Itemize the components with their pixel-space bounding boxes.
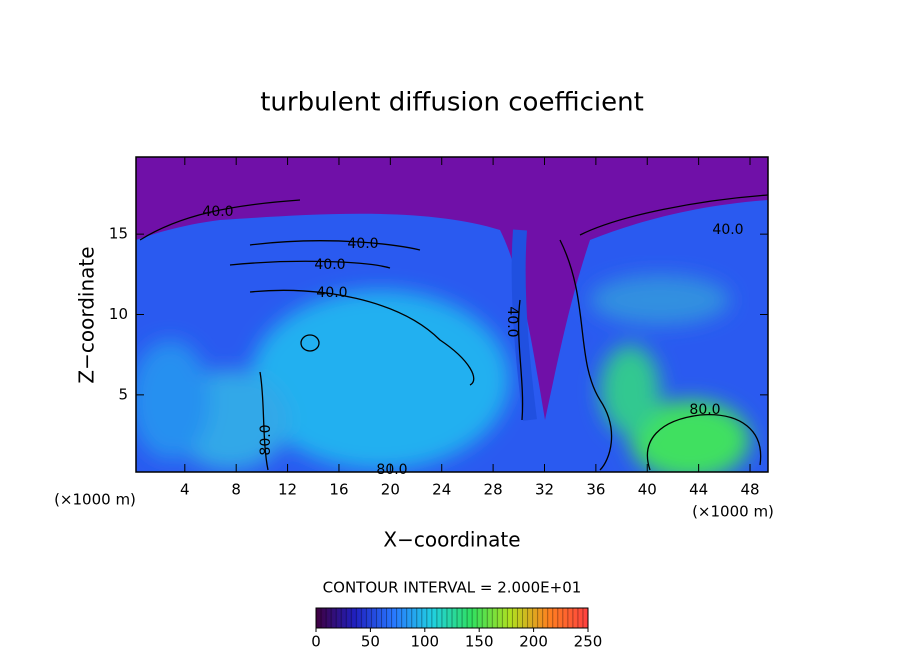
contour-label: 40.0 [314, 257, 345, 273]
colorbar [315, 607, 589, 629]
contour-label: 40.0 [202, 204, 233, 220]
contour-label: 40.0 [316, 285, 347, 301]
contour-label: 80.0 [376, 462, 407, 478]
x-tick-label: 32 [535, 481, 554, 499]
x-tick-label: 36 [586, 481, 605, 499]
contour-label: 80.0 [258, 424, 274, 455]
x-unit-label: (×1000 m) [692, 503, 774, 521]
x-tick-label: 8 [231, 481, 241, 499]
x-tick-label: 28 [484, 481, 503, 499]
x-tick-label: 4 [180, 481, 190, 499]
colorbar-tick-label: 200 [519, 633, 548, 651]
colorbar-tick-label: 50 [361, 633, 380, 651]
colorbar-tick-label: 0 [311, 633, 321, 651]
x-tick-label: 48 [740, 481, 759, 499]
x-tick-label: 44 [689, 481, 708, 499]
contour-label: 40.0 [712, 222, 743, 238]
contour-label: 40.0 [347, 236, 378, 252]
x-tick-label: 16 [329, 481, 348, 499]
contour-interval: CONTOUR INTERVAL = 2.000E+01 [323, 579, 582, 597]
field [136, 157, 768, 472]
colorbar-tick-label: 150 [465, 633, 494, 651]
y-tick-label: 10 [109, 305, 128, 323]
x-unit-label: (×1000 m) [54, 491, 136, 509]
x-tick-label: 40 [638, 481, 657, 499]
x-axis-label: X−coordinate [383, 528, 520, 552]
y-tick-label: 5 [118, 385, 128, 403]
x-tick-label: 20 [381, 481, 400, 499]
contour-label: 80.0 [689, 402, 720, 418]
chart-title: turbulent diffusion coefficient [260, 88, 644, 118]
x-tick-label: 12 [278, 481, 297, 499]
y-tick-label: 15 [109, 225, 128, 243]
colorbar-tick-label: 250 [574, 633, 603, 651]
contour-label: 40.0 [504, 306, 520, 337]
colorbar-tick-label: 100 [410, 633, 439, 651]
y-axis-label: Z−coordinate [75, 246, 99, 383]
x-tick-label: 24 [432, 481, 451, 499]
